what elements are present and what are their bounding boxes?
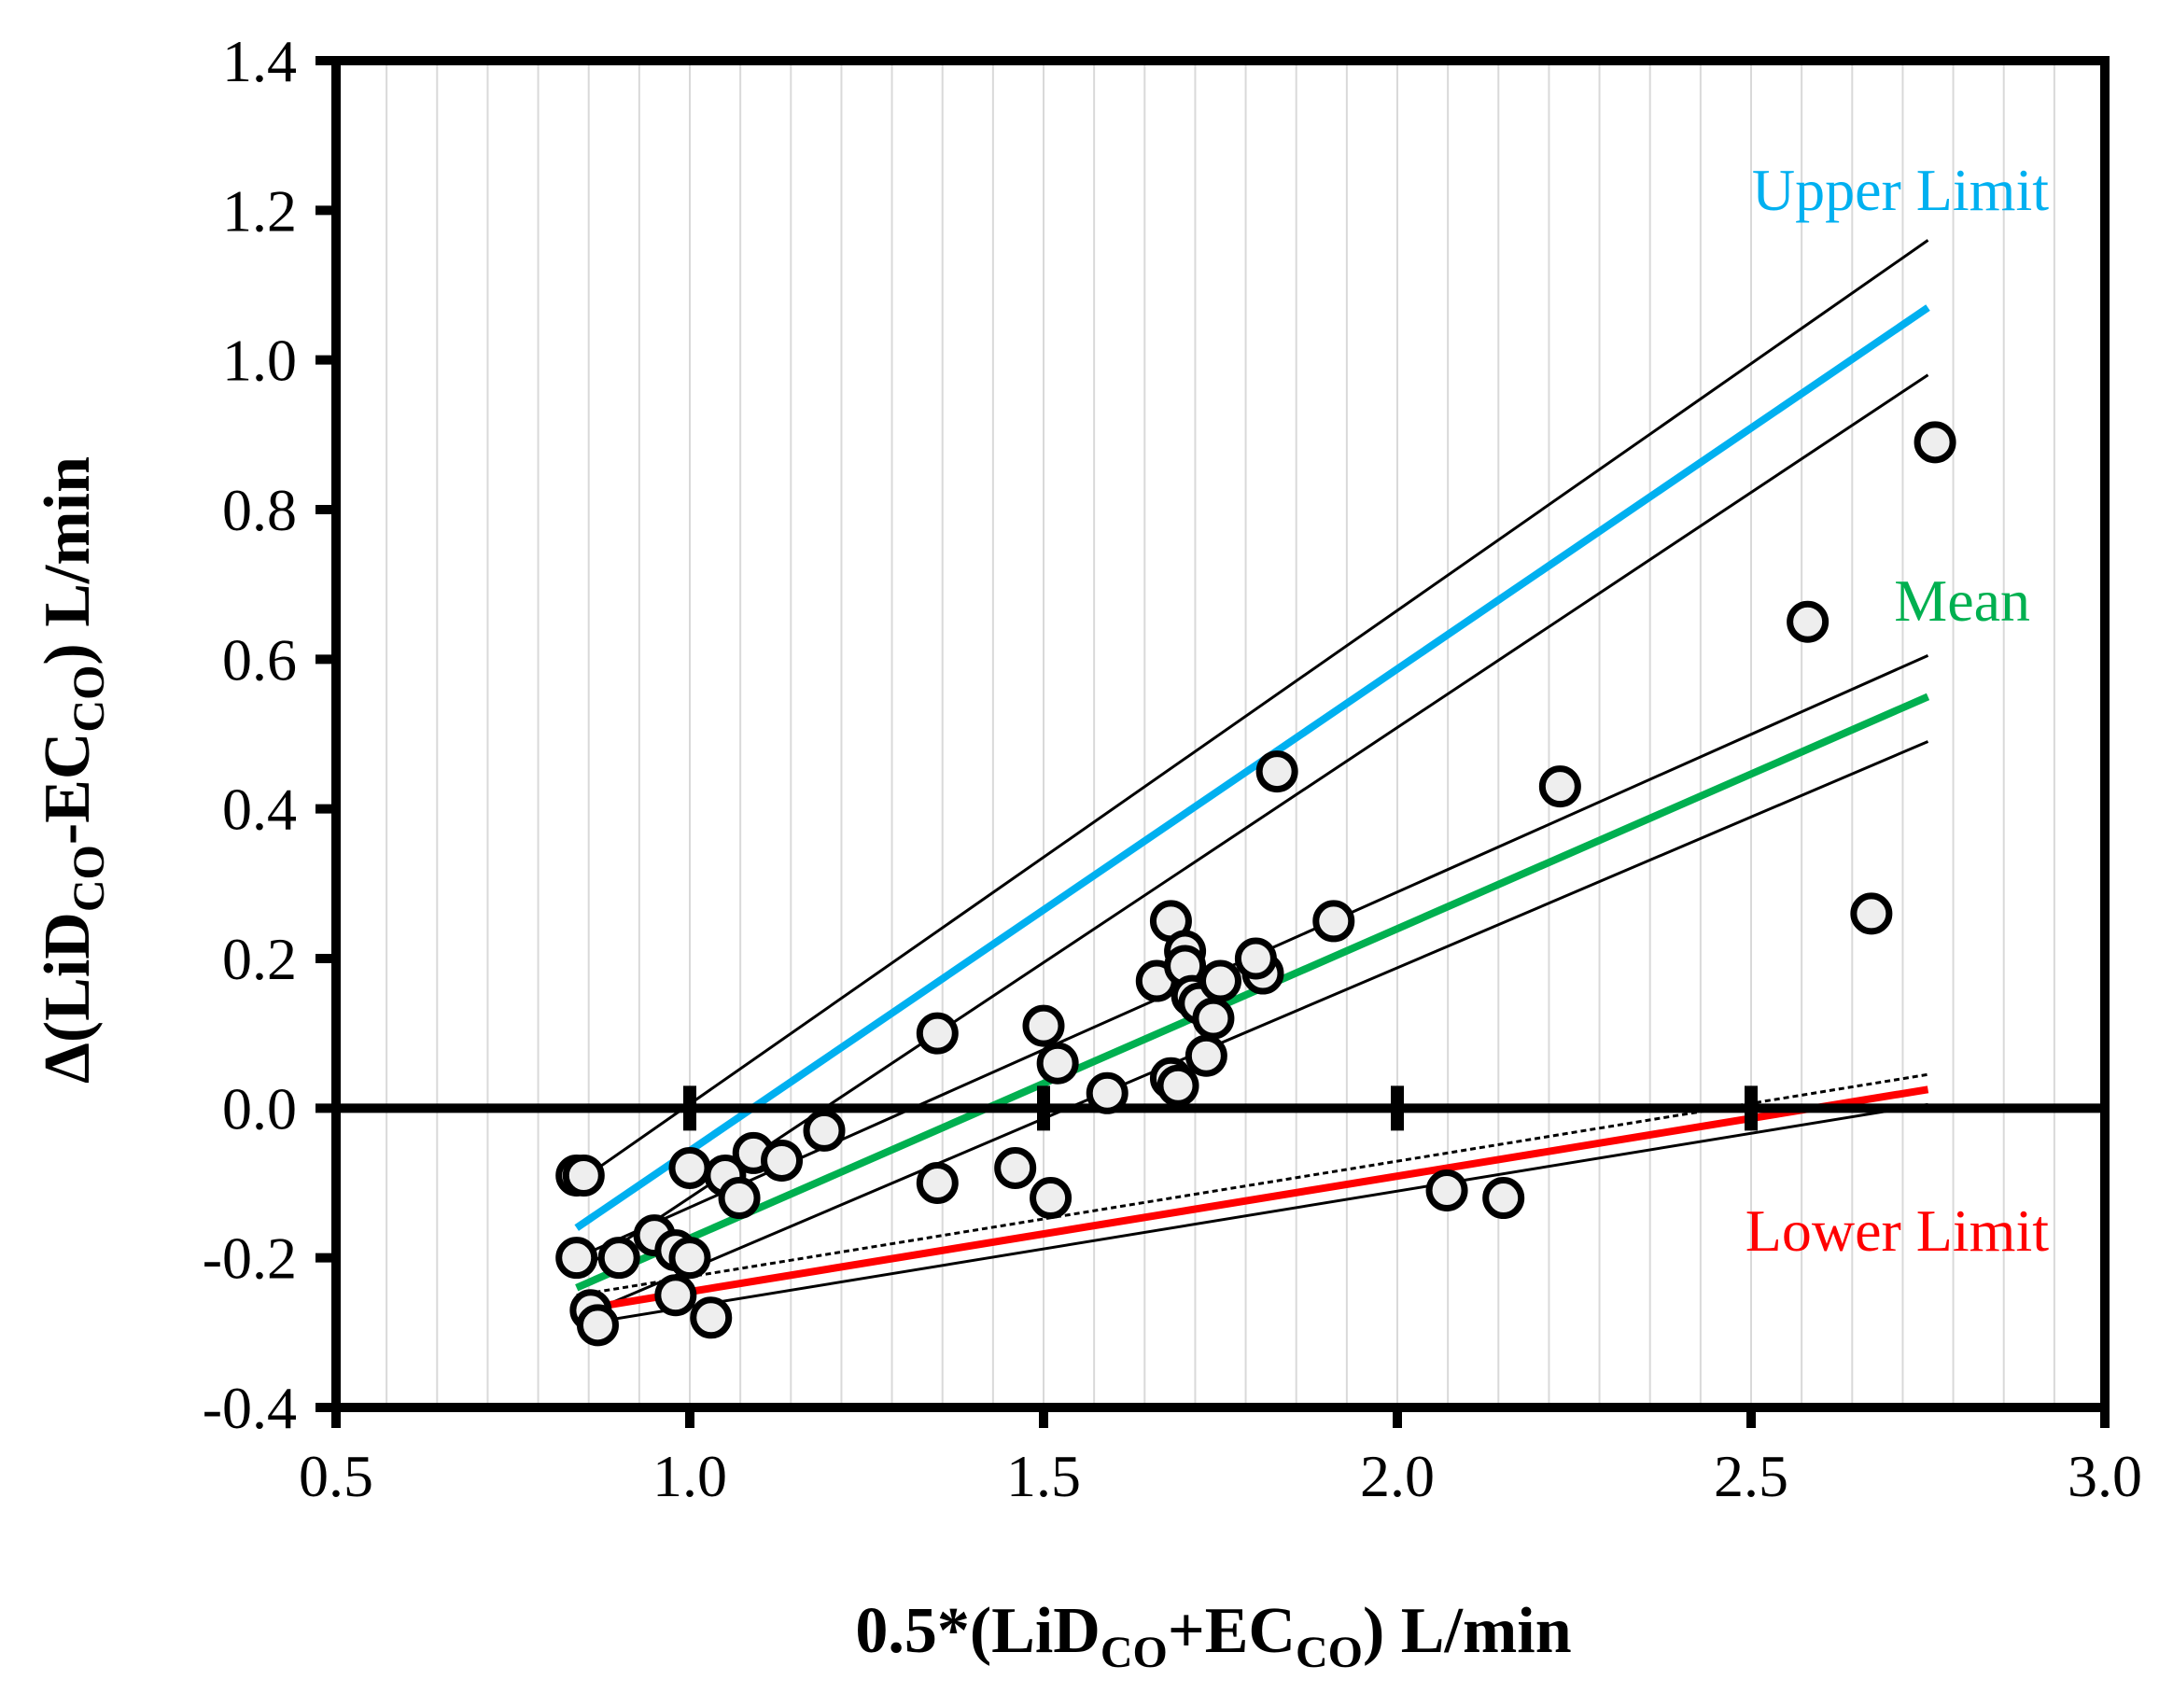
band-lower-line [576,1102,1928,1327]
data-point [668,1237,711,1280]
y-tick-label: 0.4 [222,777,297,843]
band-lower-line [576,740,1929,1320]
data-point [555,1237,598,1280]
y-axis-title-prefix: Δ(LiD [32,912,104,1084]
x-tick-label: 3.0 [2068,1443,2142,1509]
y-tick-label: 0.6 [222,626,297,693]
x-tick-label: 0.5 [299,1443,373,1509]
x-axis-title-suffix: ) L/min [1363,1595,1572,1667]
data-point [1036,1042,1079,1085]
x-tick-label: 1.5 [1006,1443,1081,1509]
x-axis-title-prefix: 0.5*(LiD [855,1595,1101,1667]
data-point [690,1296,733,1339]
y-axis-title: Δ(LiDCO-ECCO) L/min [32,456,114,1084]
data-point [916,1162,959,1204]
x-axis-title: 0.5*(LiDCO+ECCO) L/min [855,1595,1571,1677]
y-axis-title-suffix: ) L/min [32,456,104,665]
data-point [597,1237,640,1280]
annotation-mean: Mean [1894,567,2030,634]
y-tick-label: 0.8 [222,477,297,543]
y-tick-label: 0.0 [222,1075,297,1141]
data-point [1850,892,1893,935]
y-tick-label: 1.2 [222,177,297,244]
y-tick-label: -0.2 [203,1225,297,1292]
band-lower-line [575,373,1929,1274]
data-point [1030,1177,1072,1220]
data-point [668,1146,711,1189]
data-point [1199,959,1241,1002]
data-point [576,1304,619,1347]
y-axis-ticks: -0.4 -0.2 0.0 0.2 0.4 0.6 0.8 1.0 1.2 1.4 [203,28,336,1441]
data-point [654,1274,697,1317]
series-line [575,693,1930,1292]
band-upper-line [575,239,1929,1184]
x-tick-label: 1.0 [652,1443,727,1509]
data-point [761,1139,804,1182]
data-point [1787,600,1830,643]
data-point [1022,1004,1065,1047]
data-point [562,1154,605,1197]
y-tick-label: 1.4 [222,28,297,94]
x-tick-label: 2.0 [1360,1443,1435,1509]
limit-lines [574,304,1930,1314]
series-line [574,304,1930,1231]
y-tick-label: -0.4 [203,1375,297,1441]
data-point [1185,1034,1227,1077]
y-axis-title-sub1: CO [64,845,114,912]
data-point [1234,937,1277,980]
data-point [1312,900,1355,943]
y-axis-title-sub2: CO [64,665,114,733]
data-point [1255,750,1298,793]
x-axis-title-mid: +EC [1168,1595,1296,1667]
y-axis-title-mid: -EC [32,733,104,846]
data-point [803,1109,846,1152]
plot-frame [331,56,2110,1412]
y-tick-label: 0.2 [222,926,297,992]
data-point [1086,1071,1129,1114]
data-point [1538,765,1581,808]
data-point [916,1012,959,1055]
data-point [1482,1177,1525,1220]
data-point [994,1146,1037,1189]
data-point [1192,997,1235,1040]
data-point [1425,1169,1468,1212]
annotation-upper-limit: Upper Limit [1752,157,2049,223]
x-axis-title-sub2: CO [1296,1628,1363,1677]
x-axis-title-sub1: CO [1101,1628,1168,1677]
x-tick-label: 2.5 [1714,1443,1788,1509]
data-points [555,421,1956,1347]
series-line [576,1085,1929,1314]
data-point [1157,1064,1199,1107]
annotation-lower-limit: Lower Limit [1745,1197,2049,1264]
data-point [718,1177,761,1220]
y-tick-label: 1.0 [222,328,297,394]
zero-line-ticks [683,1085,1758,1131]
x-axis-ticks: 0.5 1.0 1.5 2.0 2.5 3.0 [299,1407,2142,1509]
data-point [1914,421,1956,464]
